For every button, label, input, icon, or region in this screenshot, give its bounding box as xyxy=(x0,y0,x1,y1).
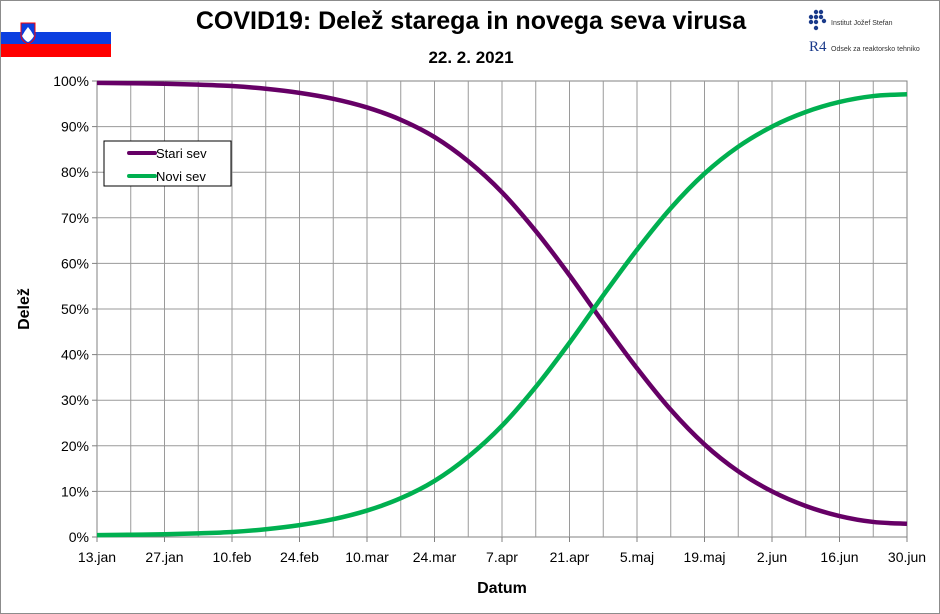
legend-label-stari: Stari sev xyxy=(156,146,207,161)
legend-label-novi: Novi sev xyxy=(156,169,206,184)
y-tick-label: 0% xyxy=(69,529,89,545)
y-tick-label: 70% xyxy=(61,210,89,226)
ijs-logo-text: Institut Jožef Stefan xyxy=(831,20,893,27)
x-axis-label: Datum xyxy=(477,580,527,597)
x-tick-label: 13.jan xyxy=(78,549,116,565)
x-tick-label: 7.apr xyxy=(486,549,518,565)
legend: Stari sev Novi sev xyxy=(103,140,232,187)
x-tick-label: 10.feb xyxy=(213,549,252,565)
x-tick-label: 10.mar xyxy=(345,549,389,565)
slovenia-flag xyxy=(1,19,111,57)
x-tick-label: 5.maj xyxy=(620,549,654,565)
y-tick-label: 80% xyxy=(61,164,89,180)
logos: Institut Jožef Stefan R4 Odsek za reakto… xyxy=(801,7,936,67)
y-tick-label: 20% xyxy=(61,438,89,454)
x-tick-label: 21.apr xyxy=(550,549,590,565)
chart-subtitle: 22. 2. 2021 xyxy=(428,48,514,67)
r4-logo-text: Odsek za reaktorsko tehniko xyxy=(831,46,920,53)
y-tick-label: 10% xyxy=(61,483,89,499)
x-tick-label: 24.feb xyxy=(280,549,319,565)
ijs-logo-icon xyxy=(808,9,827,31)
y-tick-label: 60% xyxy=(61,255,89,271)
chart-title: COVID19: Delež starega in novega seva vi… xyxy=(195,7,747,35)
x-tick-label: 27.jan xyxy=(145,549,183,565)
y-tick-label: 90% xyxy=(61,119,89,135)
x-tick-label: 2.jun xyxy=(757,549,787,565)
x-tick-label: 16.jun xyxy=(820,549,858,565)
y-axis-label: Delež xyxy=(16,288,33,330)
y-tick-label: 30% xyxy=(61,392,89,408)
x-tick-label: 30.jun xyxy=(888,549,926,565)
x-tick-label: 19.maj xyxy=(683,549,725,565)
r4-logo-mark: R4 xyxy=(809,39,827,55)
y-tick-label: 40% xyxy=(61,347,89,363)
x-tick-label: 24.mar xyxy=(413,549,457,565)
y-tick-label: 50% xyxy=(61,301,89,317)
y-tick-label: 100% xyxy=(53,73,89,89)
